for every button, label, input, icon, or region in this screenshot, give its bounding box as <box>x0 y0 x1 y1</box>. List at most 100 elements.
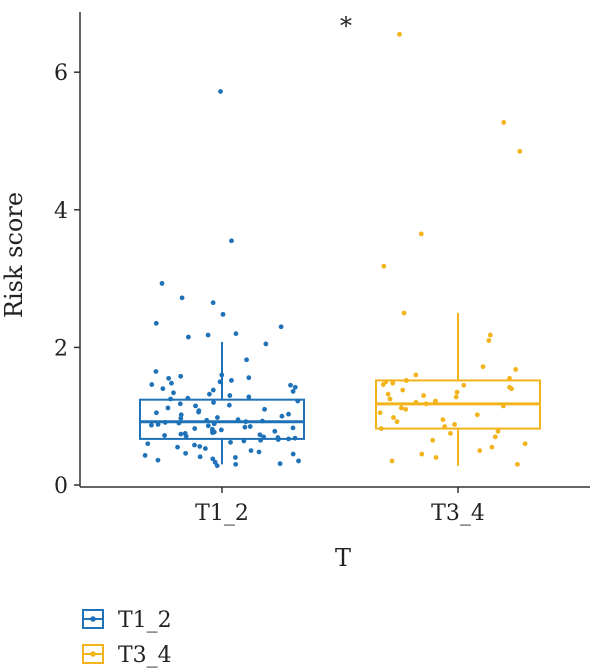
data-point <box>433 398 438 404</box>
data-point <box>448 431 453 436</box>
data-point <box>403 378 409 383</box>
data-point <box>418 231 424 237</box>
data-point <box>185 395 191 401</box>
data-point <box>210 300 216 306</box>
data-point <box>501 120 507 125</box>
data-point <box>522 441 528 447</box>
data-point <box>378 426 384 431</box>
data-point <box>244 357 249 363</box>
y-axis: 0 2 4 6 <box>54 12 81 499</box>
data-point <box>398 405 404 411</box>
data-point <box>165 405 171 411</box>
data-point <box>256 449 262 455</box>
data-point <box>229 238 234 244</box>
data-point <box>394 419 400 425</box>
data-point <box>430 437 436 443</box>
data-point <box>243 419 249 425</box>
data-point <box>233 331 239 337</box>
data-point <box>461 382 467 388</box>
data-point <box>277 461 283 467</box>
data-point <box>168 396 173 402</box>
data-point <box>247 424 253 429</box>
data-point <box>246 375 252 381</box>
data-point <box>279 413 285 419</box>
x-axis: T1_2 T3_4 <box>80 486 590 526</box>
data-point <box>413 372 419 378</box>
data-point <box>227 393 233 398</box>
data-point <box>381 263 387 269</box>
data-point <box>400 387 406 393</box>
data-point <box>263 341 269 347</box>
data-point <box>210 430 215 436</box>
data-point <box>390 380 396 386</box>
data-point <box>155 422 161 427</box>
data-point <box>197 444 203 449</box>
data-point <box>178 373 184 379</box>
data-point <box>153 369 159 374</box>
data-point <box>217 379 223 385</box>
y-axis-title: Risk score <box>0 192 28 318</box>
data-point <box>401 310 407 316</box>
data-point <box>295 398 301 404</box>
legend: T1_2 T3_4 <box>82 608 172 668</box>
data-point <box>262 406 267 412</box>
data-point <box>232 455 238 460</box>
data-point <box>162 419 168 425</box>
x-axis-title: T <box>335 544 351 572</box>
data-point <box>142 453 148 458</box>
data-point <box>489 444 495 450</box>
data-point <box>290 389 296 394</box>
data-point <box>207 391 212 397</box>
data-point <box>377 410 383 416</box>
data-point <box>452 422 457 427</box>
box <box>139 398 305 440</box>
data-point <box>495 428 501 434</box>
data-point <box>241 438 247 444</box>
data-point <box>259 418 265 424</box>
data-point <box>185 334 191 340</box>
data-point <box>149 382 155 387</box>
legend-item-T1_2: T1_2 <box>82 608 172 633</box>
data-point <box>169 380 174 386</box>
data-point <box>442 424 448 429</box>
data-point <box>154 410 159 416</box>
data-point <box>171 390 176 396</box>
data-point <box>228 439 233 445</box>
legend-key-dot <box>90 616 96 622</box>
data-point <box>474 412 480 418</box>
data-point <box>192 442 197 448</box>
data-point <box>211 421 217 427</box>
data-point <box>178 415 184 421</box>
data-point <box>159 281 165 286</box>
data-point <box>210 387 216 393</box>
data-point <box>385 391 391 397</box>
series-T1_2 <box>139 89 305 469</box>
data-point <box>162 433 167 438</box>
data-point <box>178 431 184 437</box>
data-point <box>166 375 172 381</box>
data-point <box>155 457 161 463</box>
data-point <box>235 417 241 423</box>
data-point <box>487 332 493 338</box>
plot-area <box>139 31 541 469</box>
data-point <box>145 441 151 447</box>
data-point <box>433 455 439 460</box>
legend-label: T3_4 <box>118 643 172 668</box>
data-point <box>202 446 208 451</box>
data-point <box>205 332 211 338</box>
data-point <box>387 396 393 402</box>
legend-label: T1_2 <box>118 608 172 633</box>
significance-marker: * <box>340 12 352 40</box>
data-point <box>290 425 296 431</box>
y-tick-label: 0 <box>54 474 68 499</box>
x-tick-label: T3_4 <box>431 501 485 526</box>
data-point <box>248 448 254 453</box>
data-point <box>515 461 520 467</box>
y-tick-label: 6 <box>54 61 68 86</box>
data-point <box>397 31 402 37</box>
data-point <box>218 427 224 433</box>
data-point <box>233 461 239 467</box>
data-point <box>403 406 409 412</box>
data-point <box>507 375 512 381</box>
